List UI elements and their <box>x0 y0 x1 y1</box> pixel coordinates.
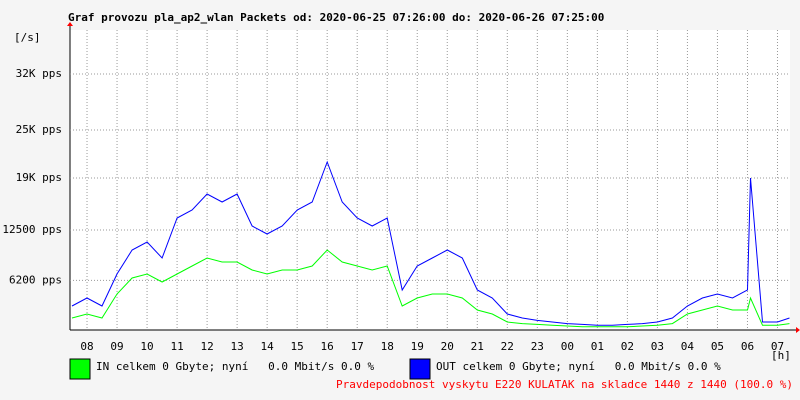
y-tick-label: 19K pps <box>16 171 62 184</box>
chart-title: Graf provozu pla_ap2_wlan Packets od: 20… <box>68 11 604 24</box>
x-tick-label: 19 <box>411 340 424 353</box>
x-tick-label: 13 <box>230 340 243 353</box>
x-tick-label: 23 <box>531 340 544 353</box>
x-tick-label: 20 <box>441 340 454 353</box>
y-arrow <box>67 22 73 26</box>
footer: Pravdepodobnost vyskytu E220 KULATAK na … <box>336 378 793 391</box>
x-tick-label: 05 <box>711 340 724 353</box>
legend-label: OUT celkem 0 Gbyte; nyní 0.0 Mbit/s 0.0 … <box>436 360 721 373</box>
x-tick-label: 11 <box>170 340 183 353</box>
x-tick-label: 21 <box>471 340 484 353</box>
plot-area <box>70 30 790 330</box>
y-tick-label: 6200 pps <box>9 273 62 286</box>
x-tick-label: 10 <box>140 340 153 353</box>
x-arrow <box>796 327 800 333</box>
series-line <box>71 249 790 328</box>
x-tick-label: 16 <box>321 340 334 353</box>
x-tick-label: 12 <box>200 340 213 353</box>
series-line <box>71 160 790 326</box>
x-tick-label: 01 <box>591 340 604 353</box>
x-tick-label: 04 <box>681 340 695 353</box>
x-unit: [h] <box>771 349 791 362</box>
legend-swatch <box>409 358 431 380</box>
x-tick-label: 18 <box>381 340 394 353</box>
x-tick-label: 08 <box>80 340 93 353</box>
legend-swatch <box>69 358 91 380</box>
x-tick-label: 15 <box>291 340 304 353</box>
x-tick-label: 22 <box>501 340 514 353</box>
y-tick-label: 12500 pps <box>2 223 62 236</box>
x-tick-label: 17 <box>351 340 364 353</box>
x-tick-label: 02 <box>621 340 634 353</box>
x-tick-label: 00 <box>561 340 574 353</box>
x-tick-label: 03 <box>651 340 664 353</box>
x-tick-label: 06 <box>741 340 754 353</box>
legend-label: IN celkem 0 Gbyte; nyní 0.0 Mbit/s 0.0 % <box>96 360 375 373</box>
x-tick-label: 09 <box>110 340 123 353</box>
x-tick-label: 07 <box>771 340 784 353</box>
y-tick-label: 25K pps <box>16 123 62 136</box>
x-tick-label: 14 <box>261 340 275 353</box>
y-unit: [/s] <box>14 31 41 44</box>
y-tick-label: 32K pps <box>16 67 62 80</box>
